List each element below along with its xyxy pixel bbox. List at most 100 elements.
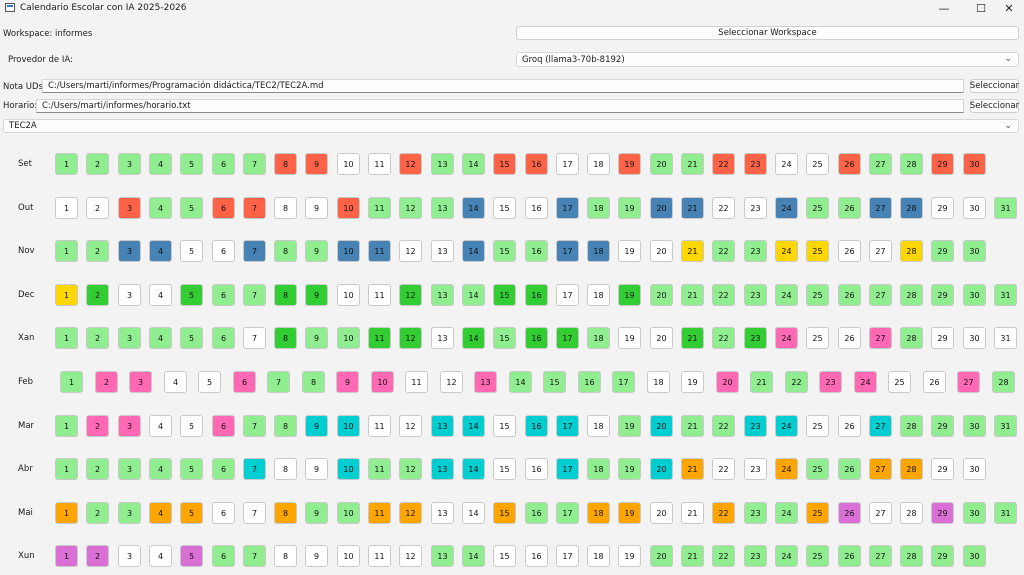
day-cell[interactable]: 8	[302, 371, 325, 393]
day-cell[interactable]: 9	[305, 197, 328, 219]
day-cell[interactable]: 20	[650, 197, 673, 219]
day-cell[interactable]: 24	[775, 153, 798, 175]
day-cell[interactable]: 11	[368, 545, 391, 567]
day-cell[interactable]: 31	[994, 415, 1017, 437]
day-cell[interactable]: 13	[431, 153, 454, 175]
day-cell[interactable]: 19	[618, 415, 641, 437]
day-cell[interactable]: 24	[775, 502, 798, 524]
day-cell[interactable]: 23	[744, 458, 767, 480]
day-cell[interactable]: 12	[399, 197, 422, 219]
day-cell[interactable]: 23	[744, 502, 767, 524]
day-cell[interactable]: 21	[681, 502, 704, 524]
day-cell[interactable]: 19	[618, 197, 641, 219]
day-cell[interactable]: 17	[556, 458, 579, 480]
day-cell[interactable]: 2	[86, 458, 109, 480]
select-workspace-button[interactable]: Seleccionar Workspace	[516, 26, 1019, 40]
day-cell[interactable]: 14	[462, 458, 485, 480]
day-cell[interactable]: 14	[462, 545, 485, 567]
day-cell[interactable]: 15	[493, 458, 516, 480]
day-cell[interactable]: 30	[963, 153, 986, 175]
day-cell[interactable]: 5	[198, 371, 221, 393]
day-cell[interactable]: 18	[587, 415, 610, 437]
day-cell[interactable]: 2	[95, 371, 118, 393]
day-cell[interactable]: 24	[775, 458, 798, 480]
day-cell[interactable]: 12	[399, 545, 422, 567]
day-cell[interactable]: 19	[618, 240, 641, 262]
day-cell[interactable]: 25	[806, 502, 829, 524]
day-cell[interactable]: 11	[368, 415, 391, 437]
day-cell[interactable]: 18	[587, 545, 610, 567]
day-cell[interactable]: 12	[399, 153, 422, 175]
day-cell[interactable]: 11	[368, 458, 391, 480]
day-cell[interactable]: 27	[869, 502, 892, 524]
day-cell[interactable]: 21	[750, 371, 773, 393]
day-cell[interactable]: 10	[337, 284, 360, 306]
day-cell[interactable]: 31	[994, 327, 1017, 349]
day-cell[interactable]: 23	[744, 284, 767, 306]
day-cell[interactable]: 27	[869, 153, 892, 175]
day-cell[interactable]: 8	[274, 153, 297, 175]
day-cell[interactable]: 22	[712, 458, 735, 480]
day-cell[interactable]: 8	[274, 197, 297, 219]
day-cell[interactable]: 29	[931, 327, 954, 349]
day-cell[interactable]: 3	[129, 371, 152, 393]
day-cell[interactable]: 27	[957, 371, 980, 393]
day-cell[interactable]: 24	[775, 415, 798, 437]
schedule-path-input[interactable]: C:/Users/marti/informes/horario.txt	[36, 99, 964, 113]
day-cell[interactable]: 10	[337, 458, 360, 480]
day-cell[interactable]: 26	[923, 371, 946, 393]
day-cell[interactable]: 28	[900, 415, 923, 437]
day-cell[interactable]: 20	[650, 327, 673, 349]
day-cell[interactable]: 13	[431, 415, 454, 437]
day-cell[interactable]: 1	[55, 545, 78, 567]
day-cell[interactable]: 27	[869, 327, 892, 349]
day-cell[interactable]: 6	[212, 415, 235, 437]
day-cell[interactable]: 12	[440, 371, 463, 393]
day-cell[interactable]: 22	[712, 197, 735, 219]
day-cell[interactable]: 10	[337, 415, 360, 437]
day-cell[interactable]: 30	[963, 197, 986, 219]
day-cell[interactable]: 30	[963, 502, 986, 524]
day-cell[interactable]: 22	[712, 284, 735, 306]
day-cell[interactable]: 14	[462, 502, 485, 524]
day-cell[interactable]: 1	[55, 153, 78, 175]
schedule-select-button[interactable]: Seleccionar	[969, 99, 1020, 113]
day-cell[interactable]: 9	[305, 502, 328, 524]
day-cell[interactable]: 15	[493, 284, 516, 306]
day-cell[interactable]: 17	[612, 371, 635, 393]
day-cell[interactable]: 13	[431, 545, 454, 567]
day-cell[interactable]: 21	[681, 415, 704, 437]
day-cell[interactable]: 27	[869, 415, 892, 437]
day-cell[interactable]: 15	[493, 502, 516, 524]
day-cell[interactable]: 5	[180, 153, 203, 175]
day-cell[interactable]: 7	[267, 371, 290, 393]
day-cell[interactable]: 25	[806, 545, 829, 567]
group-select[interactable]: TEC2A ⌄	[3, 119, 1019, 133]
day-cell[interactable]: 29	[931, 153, 954, 175]
day-cell[interactable]: 22	[712, 415, 735, 437]
day-cell[interactable]: 9	[305, 458, 328, 480]
day-cell[interactable]: 11	[368, 327, 391, 349]
day-cell[interactable]: 22	[785, 371, 808, 393]
day-cell[interactable]: 15	[493, 545, 516, 567]
day-cell[interactable]: 8	[274, 415, 297, 437]
day-cell[interactable]: 5	[180, 197, 203, 219]
day-cell[interactable]: 10	[337, 327, 360, 349]
day-cell[interactable]: 18	[587, 502, 610, 524]
day-cell[interactable]: 8	[274, 284, 297, 306]
day-cell[interactable]: 1	[55, 415, 78, 437]
day-cell[interactable]: 4	[149, 327, 172, 349]
day-cell[interactable]: 8	[274, 502, 297, 524]
day-cell[interactable]: 19	[681, 371, 704, 393]
day-cell[interactable]: 18	[587, 197, 610, 219]
day-cell[interactable]: 20	[650, 240, 673, 262]
day-cell[interactable]: 25	[806, 153, 829, 175]
day-cell[interactable]: 21	[681, 197, 704, 219]
day-cell[interactable]: 27	[869, 545, 892, 567]
day-cell[interactable]: 17	[556, 153, 579, 175]
day-cell[interactable]: 8	[274, 240, 297, 262]
day-cell[interactable]: 12	[399, 415, 422, 437]
day-cell[interactable]: 16	[525, 153, 548, 175]
day-cell[interactable]: 20	[650, 458, 673, 480]
day-cell[interactable]: 30	[963, 240, 986, 262]
